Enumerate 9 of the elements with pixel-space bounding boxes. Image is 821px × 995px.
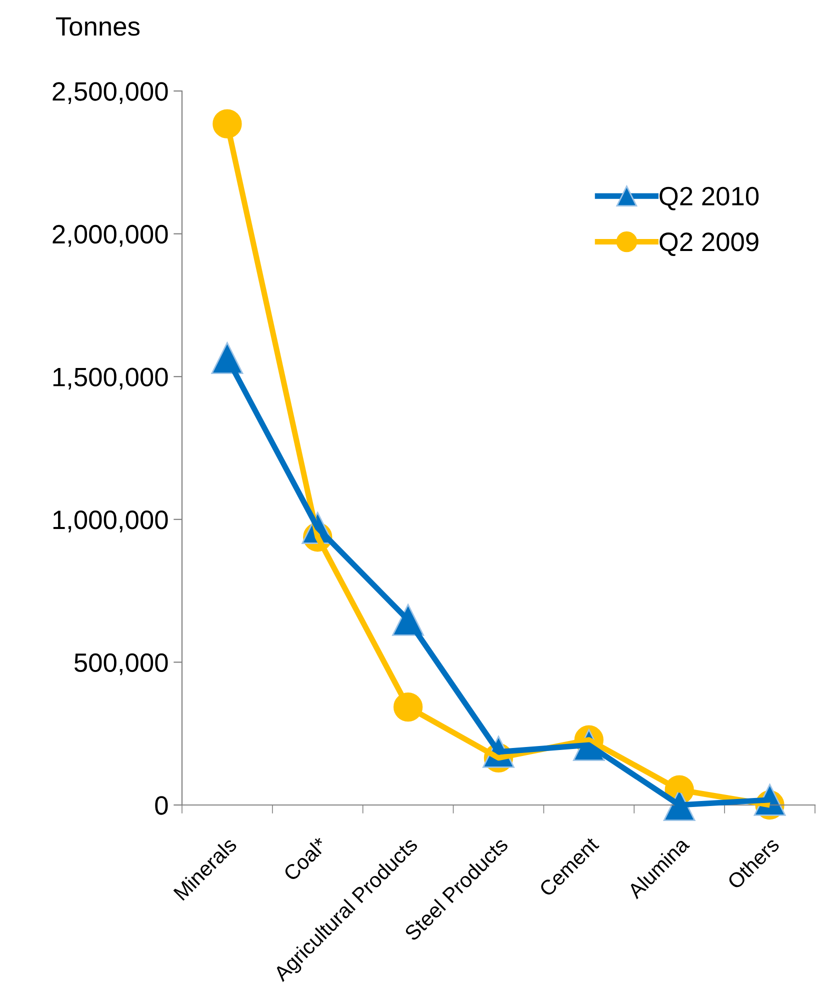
y-tick-label: 2,000,000 (52, 224, 168, 247)
legend-label: Q2 2009 (660, 232, 758, 256)
legend-label: Q2 2010 (660, 186, 759, 210)
y-tick-label: 2,500,000 (52, 82, 168, 104)
y-tick-label: 0 (155, 796, 168, 815)
y-tick-label: 500,000 (74, 653, 168, 676)
y-tick-label: 1,000,000 (53, 510, 168, 532)
y-axis-title: Tonnes (56, 17, 140, 36)
y-tick-label: 1,500,000 (53, 368, 168, 390)
